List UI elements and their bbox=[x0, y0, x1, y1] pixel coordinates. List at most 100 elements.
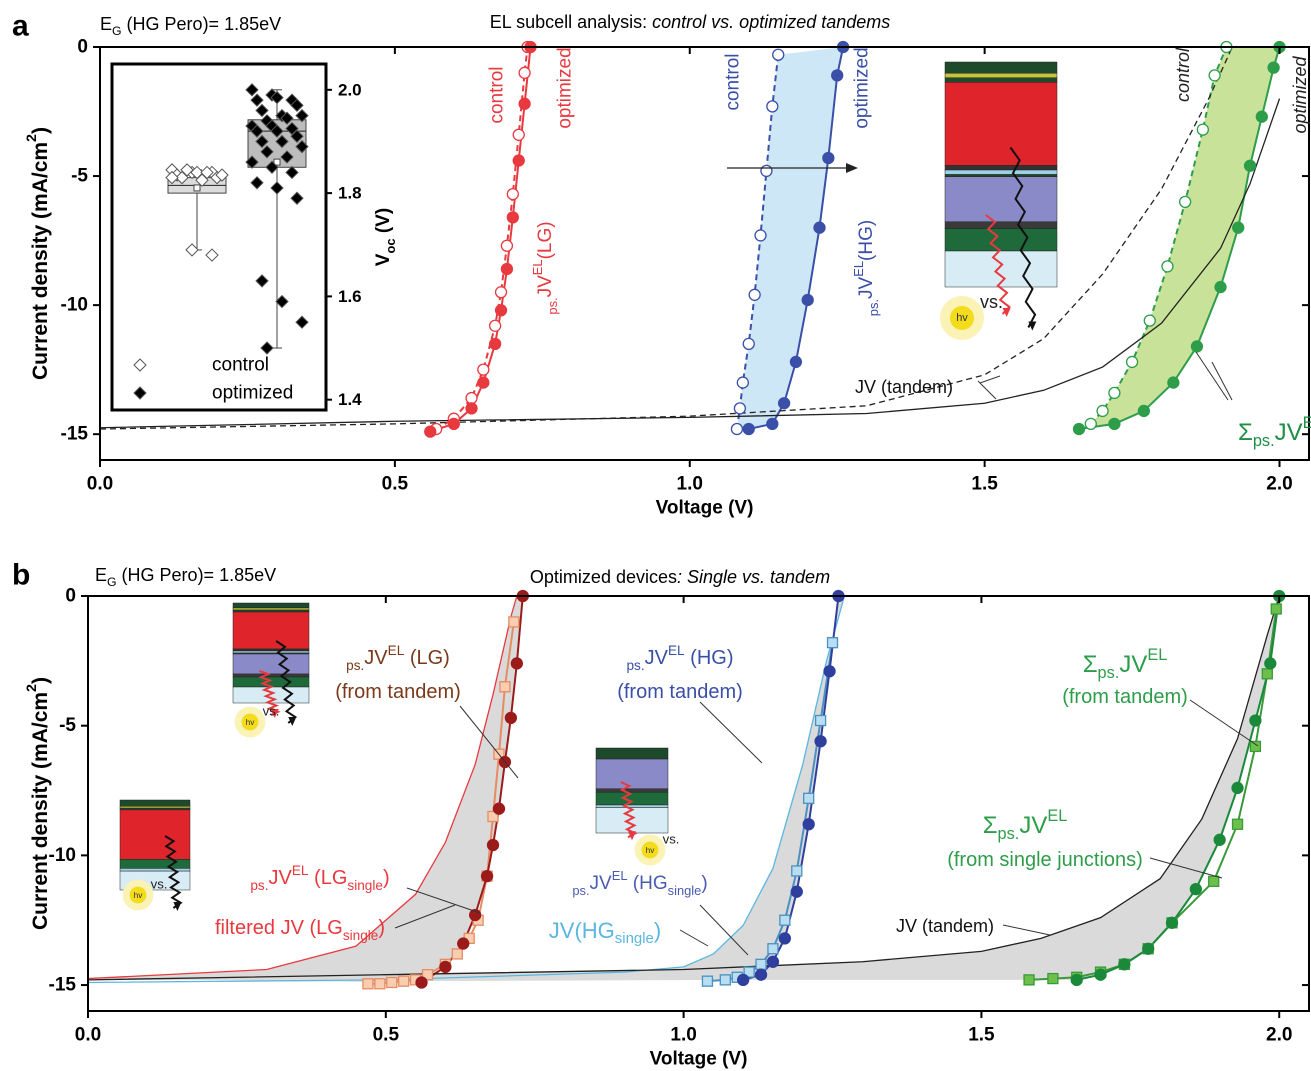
data-point bbox=[506, 211, 519, 224]
data-point bbox=[1072, 422, 1086, 436]
inset-y-axis-label: Voc (V) bbox=[373, 208, 399, 266]
sun-label: hv bbox=[646, 845, 656, 855]
device-layer bbox=[595, 758, 669, 790]
data-point bbox=[766, 955, 780, 968]
data-point bbox=[1267, 61, 1280, 74]
device-layer bbox=[595, 791, 669, 806]
data-point bbox=[255, 274, 269, 288]
vs-label: vs. bbox=[263, 703, 280, 718]
device-layer bbox=[119, 807, 191, 811]
sun-label: hv bbox=[956, 312, 968, 324]
light-ray bbox=[619, 781, 638, 839]
device-layer bbox=[119, 859, 191, 869]
y-axis-label: Current density (mA/cm2) bbox=[24, 127, 52, 380]
inset-y-tick-label: 1.4 bbox=[338, 390, 362, 409]
data-point bbox=[290, 98, 304, 113]
text-run: oc bbox=[383, 238, 398, 253]
data-point bbox=[760, 164, 773, 178]
data-point bbox=[766, 417, 779, 431]
leader-line bbox=[406, 887, 481, 914]
data-point bbox=[823, 665, 836, 678]
data-point bbox=[754, 229, 767, 242]
annotation: optimized bbox=[1290, 55, 1310, 133]
data-point bbox=[215, 168, 229, 182]
data-point bbox=[777, 397, 791, 410]
data-point bbox=[733, 402, 747, 415]
leader-line bbox=[1189, 699, 1259, 747]
data-point bbox=[451, 948, 463, 960]
text-run: single bbox=[615, 930, 654, 947]
data-point bbox=[488, 337, 502, 350]
x-tick-label: 0.5 bbox=[373, 1025, 400, 1046]
inset-y-tick-label: 1.8 bbox=[338, 184, 362, 203]
device-layer bbox=[232, 673, 310, 678]
data-point bbox=[512, 128, 525, 141]
text-run: JV bbox=[1019, 812, 1047, 839]
text-run: Σ bbox=[983, 812, 998, 839]
x-tick-label: 1.5 bbox=[968, 1025, 995, 1046]
vs-label: vs. bbox=[980, 292, 1003, 312]
data-point bbox=[1231, 781, 1244, 795]
data-point bbox=[1231, 818, 1244, 830]
data-point bbox=[813, 221, 826, 234]
text-run: E bbox=[100, 14, 112, 34]
data-point bbox=[457, 937, 470, 950]
data-point bbox=[789, 355, 803, 369]
device-layer bbox=[944, 228, 1058, 252]
data-point bbox=[477, 376, 490, 389]
data-point bbox=[512, 154, 525, 167]
x-tick-label: 0.0 bbox=[87, 474, 113, 495]
y-axis-label: Current density (mA/cm2) bbox=[24, 677, 52, 930]
x-axis-label: Voltage (V) bbox=[656, 498, 754, 519]
sun bbox=[241, 713, 259, 731]
data-point bbox=[494, 304, 508, 317]
device-layer bbox=[944, 174, 1058, 177]
data-point bbox=[814, 714, 827, 727]
sun bbox=[129, 886, 147, 904]
fill-between bbox=[1078, 47, 1280, 430]
data-point bbox=[1214, 280, 1227, 294]
sun bbox=[950, 306, 974, 330]
ray-arrowhead bbox=[628, 831, 636, 841]
text-run: ps. bbox=[866, 299, 881, 316]
annotation: control bbox=[1173, 47, 1193, 102]
annotation: (from tandem) bbox=[617, 681, 743, 703]
data-point bbox=[1047, 972, 1059, 985]
text-run: Optimized devices bbox=[530, 567, 677, 587]
data-point bbox=[1261, 668, 1273, 680]
data-point bbox=[831, 69, 844, 82]
data-point bbox=[743, 966, 755, 978]
data-point bbox=[719, 974, 731, 986]
text-run: single bbox=[343, 928, 379, 943]
device-layer bbox=[944, 221, 1058, 229]
text-run: (LG bbox=[309, 867, 348, 889]
data-point bbox=[465, 391, 478, 405]
x-tick-label: 1.0 bbox=[677, 474, 703, 495]
data-point bbox=[1208, 69, 1221, 82]
data-point bbox=[1232, 221, 1245, 234]
data-point bbox=[518, 66, 531, 79]
text-run: 2 bbox=[24, 134, 40, 142]
data-point bbox=[280, 111, 294, 125]
text-run: ps. bbox=[626, 658, 644, 673]
data-point bbox=[1165, 916, 1179, 929]
text-run: 2 bbox=[24, 684, 40, 692]
data-point bbox=[477, 363, 490, 376]
leader-line bbox=[459, 705, 519, 779]
data-point bbox=[499, 681, 511, 693]
x-tick-label: 2.0 bbox=[1266, 474, 1292, 495]
data-point bbox=[510, 657, 523, 670]
data-point bbox=[754, 968, 768, 981]
data-point bbox=[736, 376, 749, 389]
data-point bbox=[1189, 882, 1202, 896]
data-point bbox=[701, 975, 714, 987]
text-run: ) bbox=[383, 867, 390, 889]
data-point bbox=[362, 978, 374, 990]
device-layer bbox=[232, 611, 310, 650]
data-point bbox=[494, 286, 508, 299]
device-layer bbox=[595, 788, 669, 793]
text-run: EL bbox=[292, 863, 309, 878]
legend-label: control bbox=[212, 355, 269, 376]
device-layer bbox=[232, 650, 310, 654]
text-run: ps. bbox=[545, 297, 560, 314]
